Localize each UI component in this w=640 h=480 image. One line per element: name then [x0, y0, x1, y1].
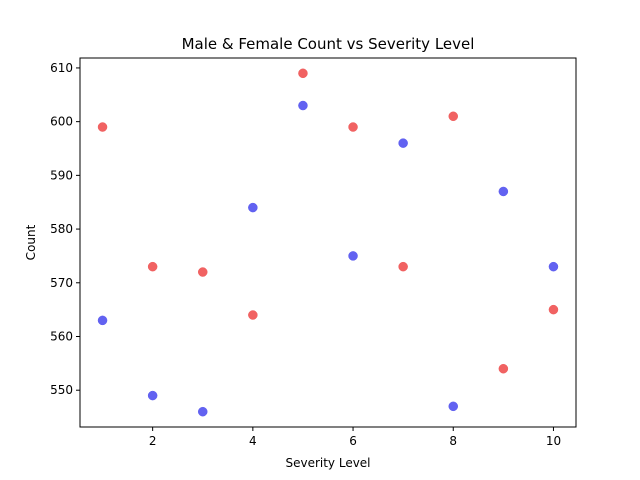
scatter-point	[498, 186, 509, 197]
x-tick-label: 6	[349, 434, 357, 448]
scatter-point	[398, 261, 408, 272]
scatter-point	[348, 251, 358, 261]
scatter-point	[248, 310, 258, 320]
y-tick-label: 560	[50, 329, 73, 343]
scatter-point	[448, 401, 459, 412]
y-axis-label: Count	[24, 224, 38, 260]
scatter-point	[97, 315, 108, 326]
x-axis-label: Severity Level	[285, 456, 370, 470]
scatter-point	[248, 202, 258, 213]
scatter-point	[348, 122, 358, 132]
scatter-point	[448, 111, 459, 122]
y-tick-label: 610	[50, 61, 73, 75]
x-tick-label: 10	[546, 434, 561, 448]
scatter-point	[147, 390, 158, 401]
y-tick-label: 550	[50, 383, 73, 397]
scatter-series-2	[97, 68, 559, 374]
chart-title: Male & Female Count vs Severity Level	[182, 35, 475, 53]
scatter-point	[197, 267, 208, 277]
scatter-point	[548, 261, 559, 272]
x-tick-label: 8	[449, 434, 457, 448]
scatter-point	[298, 100, 308, 111]
scatter-point	[298, 68, 308, 79]
x-tick-label: 2	[149, 434, 157, 448]
plot-frame	[79, 57, 577, 428]
ticks-layer: 2 4 6 8 10 550 560 570 580 590 600 610	[50, 61, 561, 448]
y-tick-label: 580	[50, 222, 73, 236]
y-tick-label: 590	[50, 168, 73, 182]
scatter-series-1	[97, 100, 559, 417]
scatter-point	[398, 138, 408, 148]
points-layer	[97, 68, 559, 417]
scatter-point	[197, 406, 208, 417]
scatter-point	[498, 363, 509, 374]
y-tick-label: 570	[50, 276, 73, 290]
y-tick-label: 600	[50, 115, 73, 129]
scatter-point	[147, 261, 158, 272]
scatter-point	[548, 304, 559, 315]
scatter-point	[97, 122, 108, 132]
x-tick-label: 4	[249, 434, 257, 448]
